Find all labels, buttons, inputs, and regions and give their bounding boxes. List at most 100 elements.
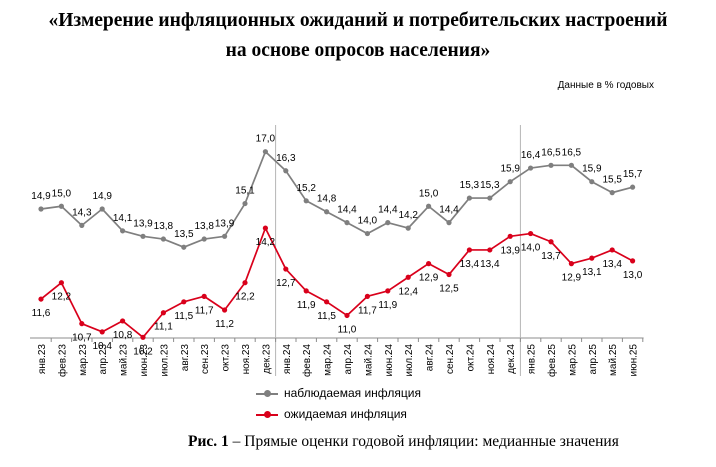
data-label: 13,0: [623, 270, 643, 281]
data-label: 15,9: [582, 164, 602, 175]
x-tick-label: май.25: [608, 344, 619, 376]
data-point: [58, 203, 64, 209]
data-point: [262, 149, 268, 155]
data-label: 15,3: [460, 180, 480, 191]
data-point: [38, 296, 44, 302]
series-line-observed: [40, 150, 633, 249]
x-tick-label: июн.23: [139, 344, 150, 377]
figure-caption-text: – Прямые оценки годовой инфляции: медиан…: [228, 433, 619, 450]
data-label: 10,7: [72, 333, 92, 344]
legend-label-expected: ожидаемая инфляция: [284, 407, 407, 421]
legend-marker-observed: [264, 390, 271, 397]
data-point: [609, 190, 615, 196]
data-label: 14,2: [398, 210, 418, 221]
data-point: [242, 200, 248, 207]
data-point: [344, 312, 350, 319]
data-point: [181, 244, 187, 250]
data-label: 12,2: [235, 292, 255, 303]
data-label: 14,4: [337, 205, 357, 216]
data-point: [201, 236, 207, 242]
data-label: 13,9: [133, 218, 153, 229]
data-label: 15,9: [500, 164, 520, 175]
data-label: 12,9: [562, 273, 582, 284]
data-point: [222, 307, 228, 313]
x-tick-label: янв.25: [527, 344, 538, 375]
data-label: 15,2: [296, 183, 316, 194]
data-point: [160, 310, 166, 316]
data-point: [303, 198, 309, 204]
data-point: [609, 247, 615, 253]
x-tick-label: июл.24: [404, 344, 415, 377]
data-label: 11,7: [358, 305, 377, 316]
legend-label-observed: наблюдаемая инфляция: [284, 386, 421, 400]
data-label: 14,9: [92, 191, 112, 202]
data-label: 16,5: [562, 147, 582, 158]
x-tick-label: янв.24: [282, 344, 293, 375]
x-tick-label: фев.24: [301, 344, 313, 377]
data-point: [548, 239, 554, 245]
data-point: [79, 222, 85, 228]
data-point: [324, 299, 330, 305]
data-point: [38, 206, 44, 212]
data-point: [324, 209, 330, 215]
data-label: 15,0: [419, 188, 439, 199]
data-label: 12,4: [398, 286, 418, 297]
data-label: 11,5: [174, 311, 193, 322]
data-point: [181, 299, 187, 305]
data-point: [79, 321, 85, 327]
data-point: [589, 255, 595, 261]
data-label: 13,9: [500, 245, 520, 256]
legend-marker-expected: [264, 411, 271, 418]
x-tick-label: июн.24: [384, 344, 395, 377]
data-label: 13,5: [174, 229, 194, 240]
data-point: [283, 266, 289, 272]
x-tick-label: май.23: [119, 344, 130, 376]
series-line-expected: [40, 227, 634, 339]
data-label: 13,4: [602, 259, 622, 270]
x-tick-label: дек.23: [261, 344, 272, 374]
data-point: [487, 195, 493, 201]
x-tick-label: мар.25: [567, 344, 578, 376]
data-label: 15,1: [235, 186, 255, 197]
data-label: 11,2: [215, 319, 234, 330]
x-tick-label: янв.23: [37, 344, 48, 375]
data-label: 14,0: [358, 216, 378, 227]
x-tick-label: авг.24: [425, 344, 436, 372]
data-label: 12,9: [419, 273, 439, 284]
x-tick-label: авг.23: [180, 344, 191, 372]
data-label: 10,4: [92, 341, 112, 352]
data-label: 14,3: [72, 207, 92, 218]
x-tick-label: ноя.24: [486, 344, 497, 375]
data-label: 11,0: [338, 324, 357, 335]
data-label: 11,6: [32, 308, 51, 319]
data-label: 16,5: [541, 147, 561, 158]
data-label: 11,9: [297, 300, 316, 311]
data-point: [201, 293, 207, 299]
data-point: [487, 247, 493, 253]
data-point: [446, 271, 452, 278]
data-label: 10,8: [113, 330, 133, 341]
data-label: 14,9: [31, 191, 51, 202]
x-tick-label: июн.25: [629, 344, 640, 377]
data-point: [385, 220, 391, 226]
data-point: [466, 247, 472, 253]
figure-caption: Рис. 1 – Прямые оценки годовой инфляции:…: [188, 433, 619, 451]
data-label: 13,8: [154, 221, 174, 232]
data-point: [140, 233, 146, 239]
x-tick-label: ноя.23: [241, 344, 252, 375]
data-point: [222, 233, 228, 239]
data-point: [548, 162, 554, 168]
data-label: 14,0: [521, 243, 541, 254]
data-point: [405, 225, 411, 231]
data-label: 13,4: [460, 259, 480, 270]
data-label: 13,7: [541, 251, 561, 262]
data-label: 15,0: [52, 188, 72, 199]
x-tick-label: дек.24: [506, 344, 517, 374]
data-point: [364, 230, 370, 237]
data-label: 14,1: [113, 213, 133, 224]
data-label: 11,1: [154, 322, 173, 333]
data-label: 13,4: [480, 259, 500, 270]
x-tick-label: сен.24: [445, 344, 456, 374]
data-label: 12,7: [276, 278, 296, 289]
data-point: [99, 206, 105, 212]
